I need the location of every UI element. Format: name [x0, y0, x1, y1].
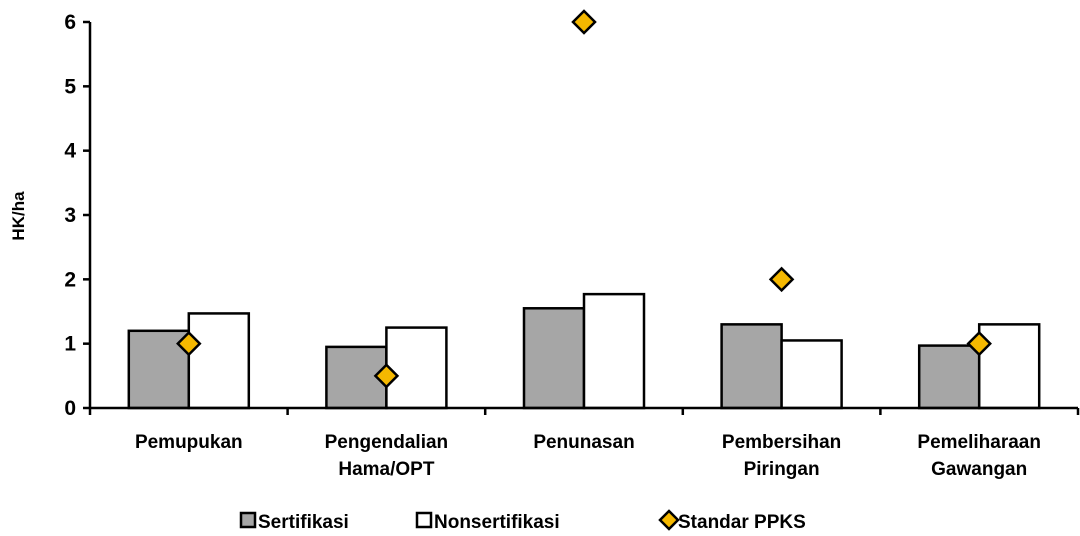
y-tick-label: 6	[64, 11, 76, 34]
legend-label-standar-ppks: Standar PPKS	[678, 512, 806, 533]
legend-swatch-nonsertifikasi	[415, 511, 433, 529]
y-tick-label: 0	[64, 397, 76, 420]
y-tick-label: 4	[64, 140, 76, 163]
legend-label-nonsertifikasi: Nonsertifikasi	[434, 512, 560, 533]
x-category-label: Pemupukan	[135, 432, 243, 453]
bar-sertifikasi	[917, 344, 981, 410]
x-category-label: Pemeliharaan Gawangan	[917, 432, 1041, 480]
bar-nonsertifikasi	[582, 292, 646, 410]
y-tick-label: 3	[64, 204, 76, 227]
bar-nonsertifikasi	[385, 326, 448, 410]
plot-area: 0 1 2 3 4 5 6 Pemupukan Pengendalian Hama/OPT Penu…	[64, 9, 1080, 480]
marker-standar-ppks	[176, 330, 202, 357]
y-tick-label: 1	[64, 333, 76, 356]
legend-swatch-sertifikasi	[239, 511, 257, 529]
marker-standar-ppks	[571, 9, 597, 35]
y-axis-label: HK/ha	[9, 191, 28, 241]
bar-nonsertifikasi	[977, 323, 1041, 410]
legend-label-sertifikasi: Sertifikasi	[258, 512, 349, 533]
legend-swatch-standar-ppks	[658, 509, 680, 531]
y-tick-label: 2	[64, 268, 76, 291]
marker-standar-ppks	[373, 363, 400, 389]
legend: Sertifikasi Nonsertifikasi Standar PPKS	[239, 509, 806, 533]
y-tick-label: 5	[64, 75, 76, 98]
bar-sertifikasi	[720, 323, 783, 410]
bar-nonsertifikasi	[780, 339, 843, 410]
marker-standar-ppks	[966, 330, 992, 357]
x-category-label: Penunasan	[533, 432, 634, 453]
bar-sertifikasi	[522, 307, 586, 410]
marker-standar-ppks	[768, 266, 795, 293]
bar-nonsertifikasi	[187, 312, 251, 410]
x-category-label: Pengendalian Hama/OPT	[325, 432, 449, 480]
x-category-label: Pembersihan Piringan	[722, 432, 841, 480]
